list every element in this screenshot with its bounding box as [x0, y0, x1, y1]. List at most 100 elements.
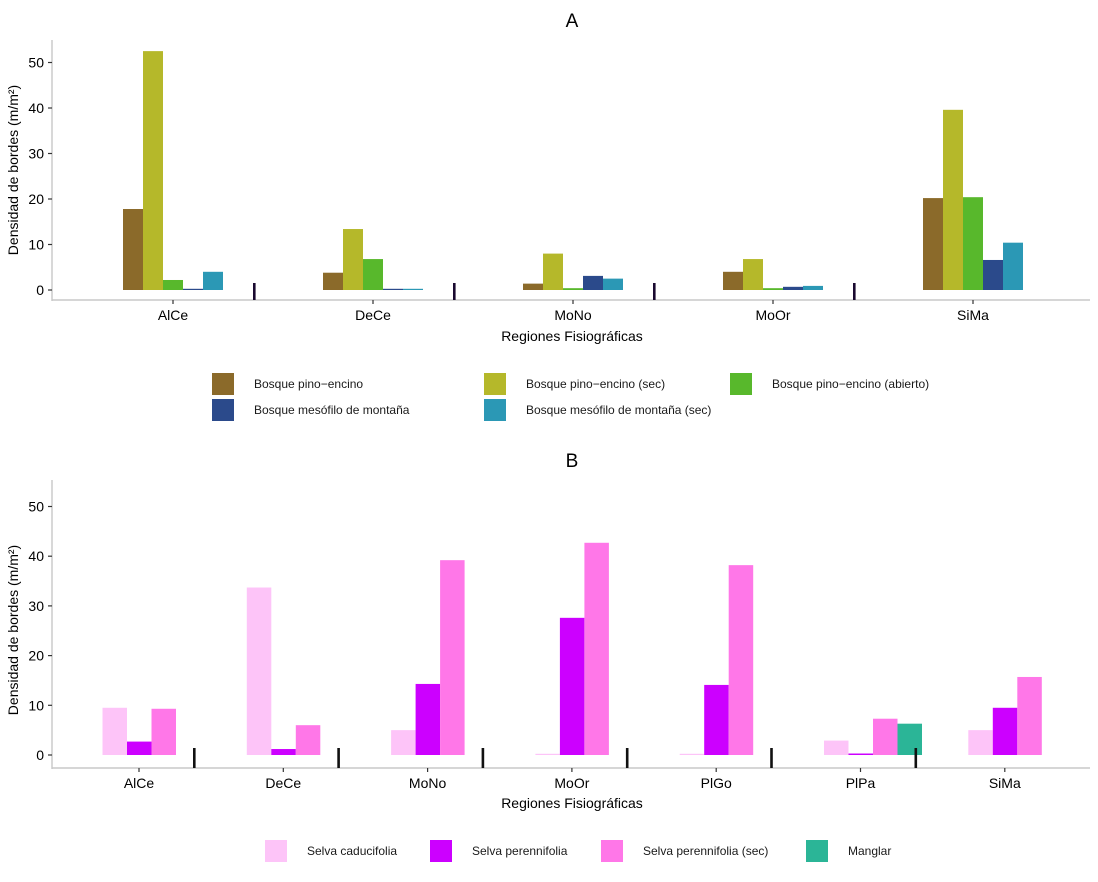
bar-DeCe-0	[323, 272, 343, 290]
y-tick-label: 20	[28, 648, 44, 664]
legend-item: Bosque pino−encino	[212, 373, 363, 395]
bar-AlCe-0	[123, 209, 143, 290]
x-tick-label: DeCe	[265, 775, 301, 791]
bar-MoNo-2	[440, 560, 465, 755]
bar-DeCe-0	[246, 587, 272, 755]
x-tick-label: PlPa	[846, 775, 876, 791]
bar-AlCe-3	[183, 288, 203, 290]
y-tick-label: 40	[28, 548, 44, 564]
bar-DeCe-1	[343, 229, 363, 290]
chart-a-y-axis-label: Densidad de bordes (m/m²)	[5, 85, 21, 255]
bar-MoOr-1	[559, 617, 585, 755]
y-tick-label: 10	[28, 697, 44, 713]
bar-SiMa-0	[923, 198, 943, 290]
bar-SiMa-2	[963, 197, 983, 290]
bar-MoOr-3	[783, 286, 803, 290]
legend-label: Bosque mesófilo de montaña	[254, 403, 410, 417]
bar-MoNo-1	[543, 253, 563, 290]
bar-PlPa-3	[897, 723, 922, 755]
separator-mark	[453, 283, 456, 300]
x-tick-label: SiMa	[989, 775, 1021, 791]
separator-mark	[653, 283, 656, 300]
bar-MoNo-3	[583, 275, 603, 290]
legend-swatch	[212, 373, 234, 395]
bar-MoOr-2	[763, 288, 783, 290]
chart-b-y-axis-label: Densidad de bordes (m/m²)	[5, 545, 21, 715]
y-tick-label: 0	[36, 747, 44, 763]
legend-swatch	[212, 399, 234, 421]
bar-SiMa-1	[992, 707, 1018, 755]
bar-DeCe-1	[271, 749, 296, 755]
separator-mark	[914, 748, 918, 768]
y-tick-label: 0	[36, 282, 44, 298]
y-tick-label: 30	[28, 598, 44, 614]
chart-a-legend: Bosque pino−encino Bosque pino−encino (se…	[0, 0, 1098, 440]
x-tick-label: MoNo	[409, 775, 447, 791]
y-tick-label: 30	[28, 146, 44, 162]
legend-label: Bosque pino−encino (abierto)	[772, 377, 930, 391]
bar-MoOr-0	[535, 753, 560, 755]
bar-SiMa-4	[1003, 242, 1023, 290]
chart-b: B 0 10 20 30 40 50 AlCe DeCe MoNo MoOr PlGo PlPa Si…	[5, 451, 1090, 811]
bar-MoNo-4	[603, 278, 623, 290]
x-tick-label: SiMa	[957, 307, 989, 323]
y-tick-label: 10	[28, 237, 44, 253]
x-tick-label: PlGo	[701, 775, 732, 791]
bar-SiMa-2	[1017, 676, 1042, 755]
legend-label: Bosque mesófilo de montaña (sec)	[526, 403, 712, 417]
legend-item: Bosque pino−encino (abierto)	[730, 373, 929, 395]
legend-swatch	[730, 373, 752, 395]
bar-AlCe-1	[127, 741, 152, 755]
separator-mark	[253, 283, 256, 300]
legend-item: Bosque pino−encino (sec)	[484, 373, 665, 395]
separator-mark	[853, 283, 856, 300]
x-tick-label: AlCe	[158, 307, 189, 323]
bar-MoNo-0	[523, 283, 543, 290]
separator-mark	[337, 748, 340, 768]
separator-mark	[770, 748, 773, 768]
bar-DeCe-3	[383, 288, 403, 290]
chart-b-x-axis-label: Regiones Fisiográficas	[501, 795, 643, 811]
x-tick-label: MoOr	[756, 307, 791, 323]
y-tick-label: 50	[28, 499, 44, 515]
legend-label: Bosque pino−encino	[254, 377, 364, 391]
chart-b-title: B	[566, 451, 579, 472]
legend-label: Bosque pino−encino (sec)	[526, 377, 666, 391]
separator-mark	[193, 748, 196, 768]
bar-SiMa-0	[968, 730, 993, 755]
separator-mark	[625, 748, 629, 768]
chart-a: A 0 10 20 30 40 50 AlCe DeCe MoNo MoOr SiMa Regio…	[5, 11, 1090, 344]
bar-PlPa-0	[824, 740, 849, 755]
y-tick-label: 40	[28, 100, 44, 116]
bar-PlGo-0	[679, 753, 705, 755]
x-tick-label: MoOr	[554, 775, 589, 791]
bar-MoOr-4	[803, 285, 823, 290]
bar-AlCe-1	[143, 51, 163, 290]
y-tick-label: 50	[28, 55, 44, 71]
bar-AlCe-2	[151, 708, 176, 755]
legend-swatch	[484, 399, 506, 421]
x-tick-label: AlCe	[124, 775, 155, 791]
bar-AlCe-0	[102, 707, 127, 755]
bar-DeCe-4	[403, 288, 423, 290]
bar-SiMa-3	[983, 259, 1003, 290]
bar-DeCe-2	[295, 725, 321, 755]
bar-SiMa-1	[943, 109, 963, 290]
x-tick-label: MoNo	[554, 307, 592, 323]
bar-MoNo-1	[415, 683, 441, 755]
bar-PlGo-1	[704, 684, 729, 755]
legend-swatch	[484, 373, 506, 395]
bar-MoNo-0	[391, 730, 416, 755]
bar-PlPa-2	[873, 718, 898, 755]
legend-item: Bosque mesófilo de montaña (sec)	[484, 399, 711, 421]
bar-MoOr-0	[723, 271, 743, 290]
chart-a-title: A	[566, 11, 579, 32]
bar-MoNo-2	[563, 288, 583, 290]
bar-PlGo-2	[728, 565, 754, 755]
legend-item: Bosque mesófilo de montaña	[212, 399, 409, 421]
bar-PlPa-1	[848, 753, 873, 755]
bar-MoOr-2	[584, 542, 609, 755]
y-tick-label: 20	[28, 191, 44, 207]
separator-mark	[481, 748, 485, 768]
bar-AlCe-2	[163, 279, 183, 290]
